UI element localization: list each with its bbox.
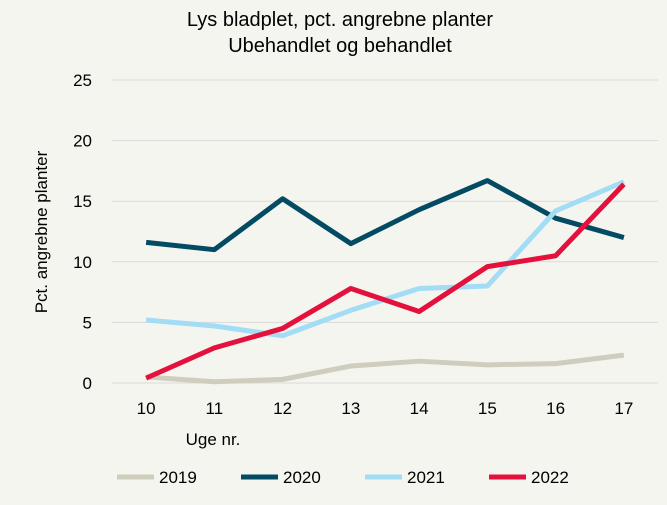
x-tick-label: 13 (341, 399, 360, 418)
y-tick-label: 0 (83, 374, 92, 393)
legend-label-2022: 2022 (531, 468, 569, 487)
x-axis-label: Uge nr. (186, 430, 241, 449)
x-tick-label: 10 (137, 399, 156, 418)
legend-label-2021: 2021 (407, 468, 445, 487)
series-line-2019 (146, 355, 624, 382)
x-tick-label: 12 (273, 399, 292, 418)
y-tick-label: 10 (73, 253, 92, 272)
y-tick-label: 20 (73, 132, 92, 151)
y-axis-label: Pct. angrebne planter (32, 150, 51, 313)
x-tick-label: 14 (410, 399, 429, 418)
x-tick-label: 17 (614, 399, 633, 418)
y-tick-label: 25 (73, 71, 92, 90)
x-tick-label: 15 (478, 399, 497, 418)
x-tick-label: 11 (206, 399, 224, 418)
chart-title: Lys bladplet, pct. angrebne planter (187, 9, 493, 31)
y-tick-label: 15 (73, 192, 92, 211)
legend-label-2020: 2020 (283, 468, 321, 487)
chart-subtitle: Ubehandlet og behandlet (228, 35, 452, 57)
legend-label-2019: 2019 (159, 468, 197, 487)
x-tick-label: 16 (546, 399, 565, 418)
y-tick-label: 5 (83, 313, 92, 332)
